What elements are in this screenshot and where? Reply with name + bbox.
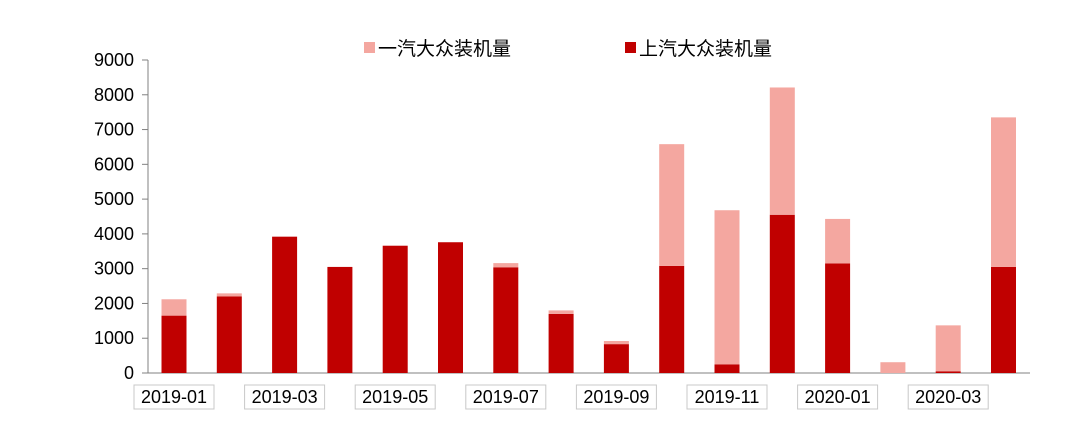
bar-segment-saic-vw: [603, 344, 629, 373]
y-tick-label: 8000: [94, 85, 134, 105]
y-tick-label: 5000: [94, 189, 134, 209]
bar-segment-saic-vw: [548, 313, 574, 373]
y-tick-label: 6000: [94, 154, 134, 174]
x-tick-box: [133, 384, 215, 410]
bar-segment-saic-vw: [991, 266, 1016, 373]
bars: [161, 87, 1016, 373]
bar-segment-saic-vw: [769, 214, 795, 373]
bar-segment-faw-vw: [603, 341, 629, 345]
bar-segment-faw-vw: [991, 117, 1016, 267]
legend-swatch-faw-vw: [364, 42, 375, 53]
legend-swatch-saic-vw: [625, 42, 636, 53]
x-axis: 2019-01 2019-03 2019-05 2019-07 2019-09 2019-…: [133, 372, 1030, 410]
y-tick-label: 1000: [94, 328, 134, 348]
y-tick-label: 9000: [94, 50, 134, 70]
bar-segment-faw-vw: [659, 144, 685, 266]
y-tick-label: 0: [124, 363, 134, 383]
x-tick-box: [354, 384, 436, 410]
bar-segment-saic-vw: [493, 267, 519, 373]
x-tick-box: [465, 384, 547, 410]
x-tick-label: 2019-01: [141, 387, 207, 407]
bar-segment-faw-vw: [216, 293, 242, 297]
legend: 一汽大众装机量 上汽大众装机量: [364, 38, 772, 60]
y-tick-label: 4000: [94, 224, 134, 244]
x-tick-box: [797, 384, 879, 410]
y-tick-label: 2000: [94, 293, 134, 313]
bar-segment-faw-vw: [493, 263, 519, 268]
bar-segment-faw-vw: [825, 218, 851, 264]
bar-segment-faw-vw: [161, 299, 187, 316]
bar-segment-faw-vw: [548, 310, 574, 314]
x-tick-label: 2019-07: [473, 387, 539, 407]
y-tick-label: 3000: [94, 259, 134, 279]
bar-segment-saic-vw: [161, 315, 187, 373]
y-tick-label: 7000: [94, 120, 134, 140]
x-tick-label: 2020-03: [915, 387, 981, 407]
x-tick-label: 2019-09: [583, 387, 649, 407]
bar-segment-saic-vw: [825, 263, 851, 373]
x-tick-box: [244, 384, 326, 410]
legend-label-faw-vw: 一汽大众装机量: [378, 38, 511, 60]
x-tick-box: [907, 384, 989, 410]
bar-segment-saic-vw: [272, 236, 298, 373]
legend-label-saic-vw: 上汽大众装机量: [639, 38, 772, 60]
bar-segment-saic-vw: [382, 245, 408, 373]
x-tick-label: 2019-11: [695, 387, 760, 407]
y-axis: 0 1000 2000 3000 4000 5000 6000 7000 8000 9000: [94, 50, 149, 383]
x-tick-label: 2019-03: [252, 387, 318, 407]
bar-segment-faw-vw: [714, 210, 740, 365]
bar-segment-saic-vw: [438, 242, 463, 373]
bar-segment-saic-vw: [327, 266, 353, 373]
bar-segment-faw-vw: [769, 87, 795, 215]
bar-segment-saic-vw: [935, 371, 961, 373]
bar-segment-saic-vw: [659, 265, 685, 373]
x-tick-box: [575, 384, 657, 410]
bar-segment-saic-vw: [714, 364, 740, 373]
x-tick-label: 2020-01: [805, 387, 871, 407]
bar-segment-faw-vw: [880, 362, 906, 373]
x-tick-label: 2019-05: [362, 387, 428, 407]
bar-segment-faw-vw: [935, 325, 961, 372]
bar-segment-saic-vw: [216, 296, 242, 373]
x-tick-box: [686, 384, 768, 410]
